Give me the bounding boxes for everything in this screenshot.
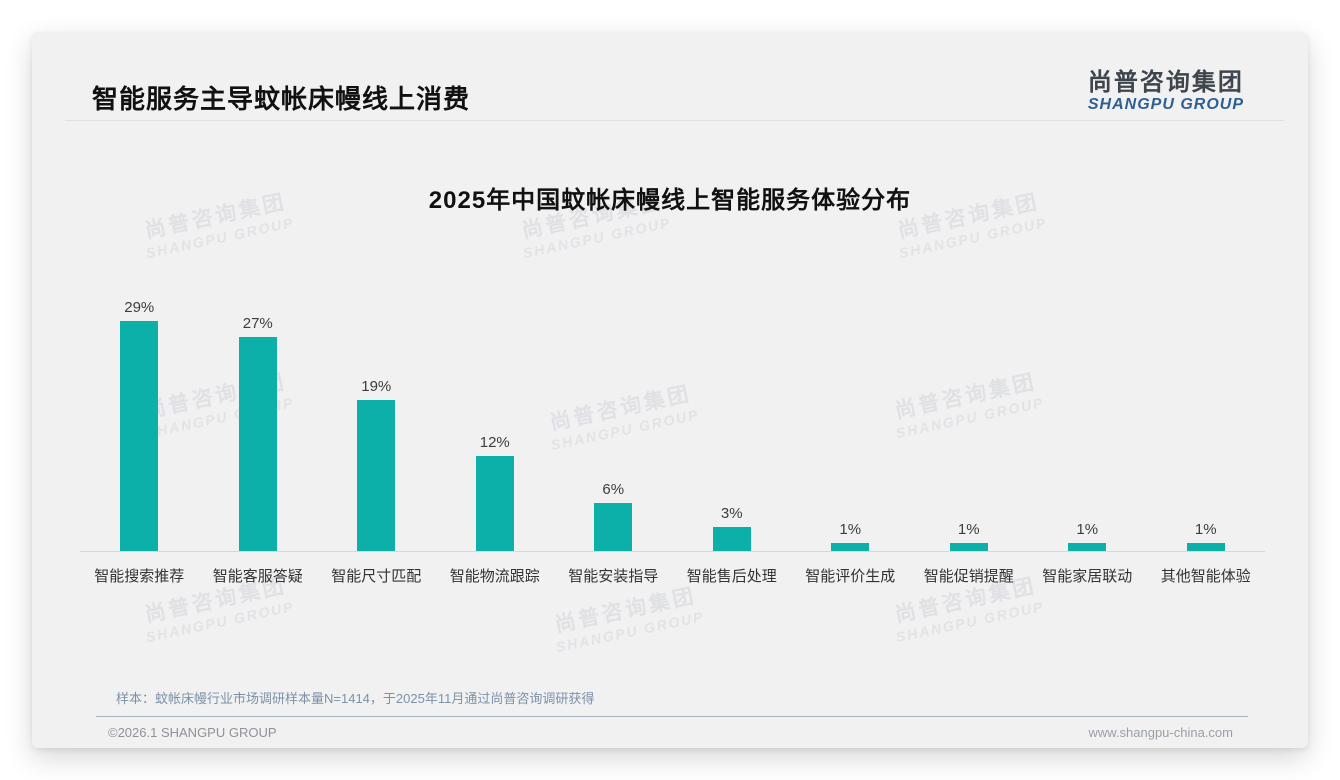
chart-plot-area: 29% 27% 19% 12% 6% 3% 1% 1% 1% 1% bbox=[80, 288, 1265, 552]
bar bbox=[475, 456, 514, 551]
bar-column: 19% bbox=[317, 288, 436, 551]
bar-value-label: 1% bbox=[839, 521, 862, 538]
bar-column: 6% bbox=[554, 288, 673, 551]
bar-column: 29% bbox=[80, 288, 199, 551]
logo-english-text: SHANGPU GROUP bbox=[1087, 96, 1244, 114]
copyright-text: ©2026.1 SHANGPU GROUP bbox=[108, 725, 277, 740]
x-axis-labels: 智能搜索推荐 智能客服答疑 智能尺寸匹配 智能物流跟踪 智能安装指导 智能售后处理 智能评价… bbox=[80, 552, 1265, 586]
x-axis-label: 智能售后处理 bbox=[686, 568, 777, 585]
x-axis-label: 智能促销提醒 bbox=[923, 568, 1014, 585]
x-axis-label: 智能安装指导 bbox=[568, 568, 659, 585]
sample-note: 样本：蚊帐床幔行业市场调研样本量N=1414，于2025年11月通过尚普咨询调研… bbox=[116, 691, 595, 706]
bar bbox=[357, 400, 396, 551]
bar-column: 1% bbox=[1147, 288, 1266, 551]
bar-value-label: 1% bbox=[1076, 521, 1099, 538]
x-axis-label: 其他智能体验 bbox=[1160, 568, 1251, 585]
watermark-english-text: SHANGPU GROUP bbox=[554, 608, 706, 656]
footer: ©2026.1 SHANGPU GROUP www.shangpu-china.… bbox=[108, 725, 1233, 740]
watermark-english-text: SHANGPU GROUP bbox=[521, 214, 673, 262]
header: 智能服务主导蚊帐床幔线上消费 尚普咨询集团 SHANGPU GROUP bbox=[92, 60, 1244, 116]
bar bbox=[949, 543, 988, 551]
bar bbox=[712, 527, 751, 551]
bar-column: 1% bbox=[910, 288, 1029, 551]
watermark-english-text: SHANGPU GROUP bbox=[144, 598, 296, 646]
bar-column: 12% bbox=[436, 288, 555, 551]
x-axis-label: 智能搜索推荐 bbox=[94, 568, 185, 585]
bar-value-label: 12% bbox=[479, 434, 510, 451]
watermark-english-text: SHANGPU GROUP bbox=[897, 214, 1049, 262]
x-axis-label: 智能家居联动 bbox=[1042, 568, 1133, 585]
bar-value-label: 29% bbox=[124, 299, 155, 316]
bar-value-label: 1% bbox=[957, 521, 980, 538]
bar-column: 27% bbox=[199, 288, 318, 551]
watermark-english-text: SHANGPU GROUP bbox=[894, 598, 1046, 646]
bar-column: 3% bbox=[673, 288, 792, 551]
website-link[interactable]: www.shangpu-china.com bbox=[1088, 725, 1233, 740]
x-axis-label: 智能尺寸匹配 bbox=[331, 568, 422, 585]
x-axis-label: 智能客服答疑 bbox=[212, 568, 303, 585]
footer-divider bbox=[96, 716, 1248, 717]
page-title: 智能服务主导蚊帐床幔线上消费 bbox=[92, 84, 471, 114]
bar bbox=[120, 321, 159, 551]
bar bbox=[238, 337, 277, 551]
bar bbox=[831, 543, 870, 551]
bar-column: 1% bbox=[791, 288, 910, 551]
bar-column: 1% bbox=[1028, 288, 1147, 551]
chart-title: 2025年中国蚊帐床幔线上智能服务体验分布 bbox=[428, 187, 912, 214]
bar-value-label: 1% bbox=[1194, 521, 1217, 538]
bar bbox=[594, 503, 633, 551]
bar-value-label: 6% bbox=[602, 481, 625, 498]
slide-card: 尚普咨询集团 SHANGPU GROUP 尚普咨询集团 SHANGPU GROUP 尚普… bbox=[32, 32, 1308, 748]
shangpu-logo: 尚普咨询集团 SHANGPU GROUP bbox=[1087, 69, 1244, 116]
bar-value-label: 3% bbox=[720, 505, 743, 522]
x-axis-label: 智能评价生成 bbox=[805, 568, 896, 585]
logo-chinese-text: 尚普咨询集团 bbox=[1087, 69, 1244, 97]
x-axis-label: 智能物流跟踪 bbox=[449, 568, 540, 585]
header-divider bbox=[65, 120, 1284, 121]
bar bbox=[1186, 543, 1225, 551]
bar-chart: 29% 27% 19% 12% 6% 3% 1% 1% 1% 1% 智能搜索推荐 智能客服答疑 智能尺… bbox=[80, 288, 1265, 586]
bar bbox=[1068, 543, 1107, 551]
watermark-english-text: SHANGPU GROUP bbox=[144, 214, 296, 262]
bar-value-label: 19% bbox=[361, 378, 392, 395]
watermark: 尚普咨询集团 SHANGPU GROUP bbox=[534, 576, 720, 658]
bar-value-label: 27% bbox=[242, 315, 273, 332]
